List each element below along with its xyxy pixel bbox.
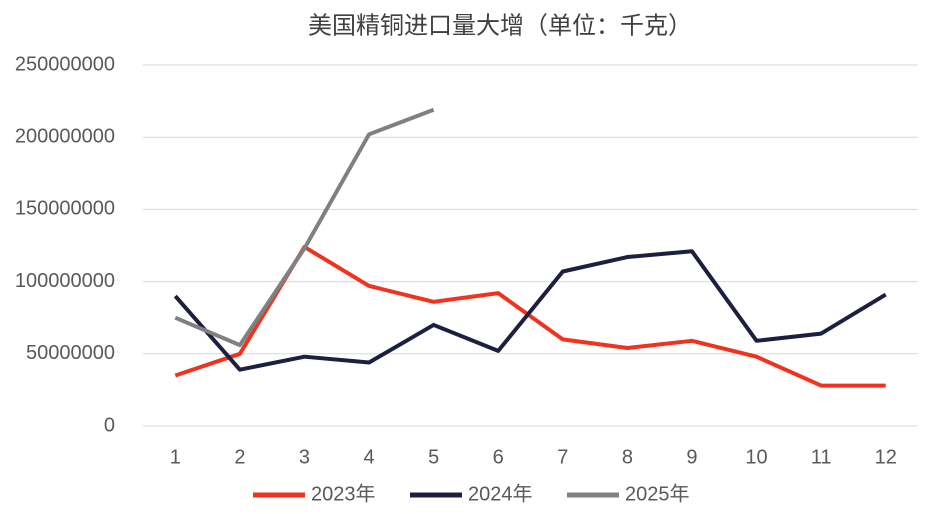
y-tick-label: 200000000 bbox=[15, 125, 115, 147]
x-tick-label: 12 bbox=[875, 446, 897, 468]
y-tick-label: 100000000 bbox=[15, 270, 115, 292]
legend-label: 2023年 bbox=[311, 482, 376, 505]
legend-label: 2025年 bbox=[625, 482, 690, 505]
y-tick-label: 150000000 bbox=[15, 198, 115, 220]
x-tick-label: 1 bbox=[170, 446, 181, 468]
y-tick-label: 250000000 bbox=[15, 53, 115, 75]
line-series bbox=[174, 244, 886, 388]
x-tick-label: 4 bbox=[363, 446, 374, 468]
line-series bbox=[174, 107, 435, 348]
x-tick-label: 8 bbox=[622, 446, 633, 468]
x-tick-label: 5 bbox=[428, 446, 439, 468]
line-series bbox=[173, 249, 887, 372]
x-tick-label: 11 bbox=[811, 446, 832, 468]
legend-label: 2024年 bbox=[468, 482, 533, 505]
x-tick-label: 2 bbox=[234, 446, 245, 468]
y-tick-label: 0 bbox=[104, 414, 115, 436]
x-tick-label: 3 bbox=[299, 446, 310, 468]
x-tick-label: 6 bbox=[493, 446, 504, 468]
y-tick-label: 50000000 bbox=[26, 342, 115, 364]
chart-title: 美国精铜进口量大增（单位：千克） bbox=[308, 12, 692, 40]
x-tick-label: 9 bbox=[686, 446, 697, 468]
x-tick-label: 10 bbox=[745, 446, 767, 468]
x-tick-label: 7 bbox=[557, 446, 568, 468]
